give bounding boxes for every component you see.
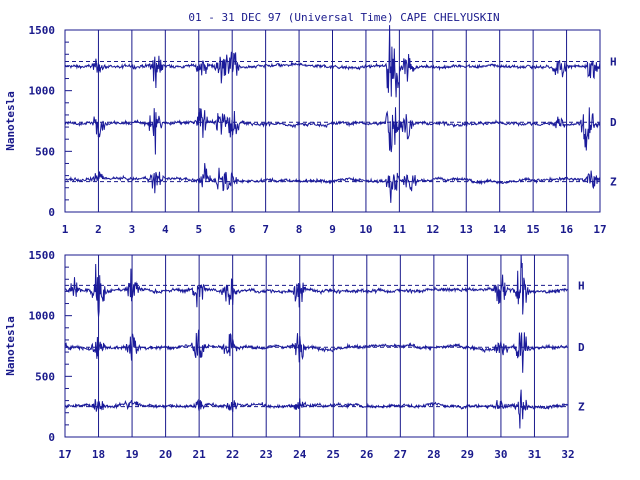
x-tick-label: 7: [262, 223, 269, 236]
x-tick-label: 27: [394, 448, 407, 461]
x-tick-label: 30: [494, 448, 507, 461]
y-tick-label: 1500: [29, 24, 56, 37]
chart-panel-top: 1 2 3 4 5 6 7 8 9 10 11 12 13 14 15 16 17050010001500Nan…: [4, 24, 617, 236]
x-tick-label: 21: [193, 448, 207, 461]
x-tick-label: 17: [58, 448, 71, 461]
x-tick-label: 6: [229, 223, 236, 236]
series-label-h: H: [610, 56, 617, 69]
plot-frame: [64, 254, 569, 438]
y-tick-label: 1000: [29, 85, 56, 98]
x-tick-label: 28: [427, 448, 440, 461]
series-label-z: Z: [578, 401, 585, 414]
x-tick-label: 24: [293, 448, 307, 461]
x-tick-label: 12: [426, 223, 439, 236]
x-tick-label: 18: [92, 448, 105, 461]
trace-d: [64, 329, 569, 373]
series-label-h: H: [578, 279, 585, 292]
trace-z: [64, 163, 601, 203]
x-tick-label: 14: [493, 223, 507, 236]
x-tick-label: 29: [461, 448, 474, 461]
series-label-d: D: [610, 116, 617, 129]
x-tick-label: 8: [296, 223, 303, 236]
series-label-d: D: [578, 341, 585, 354]
x-tick-label: 10: [359, 223, 372, 236]
x-tick-label: 32: [561, 448, 574, 461]
x-tick-label: 19: [125, 448, 138, 461]
x-tick-label: 22: [226, 448, 239, 461]
x-tick-label: 31: [528, 448, 542, 461]
y-axis-label: Nanotesla: [4, 316, 17, 376]
y-tick-label: 0: [48, 206, 55, 219]
x-tick-label: 23: [260, 448, 273, 461]
y-tick-label: 1500: [29, 249, 56, 262]
x-tick-label: 5: [195, 223, 202, 236]
chart-panel-bottom: 17 18 19 20 21 22 23 24 25 26 27 28 29 30 31 32 0 500 1000…: [4, 249, 585, 461]
x-tick-label: 4: [162, 223, 169, 236]
x-tick-label: 16: [560, 223, 574, 236]
x-tick-label: 9: [329, 223, 336, 236]
chart-title: 01 - 31 DEC 97 (Universal Time) CAPE CHE…: [188, 11, 499, 24]
x-tick-label: 26: [360, 448, 374, 461]
x-tick-label: 20: [159, 448, 172, 461]
y-tick-label: 1000: [29, 310, 56, 323]
x-tick-label: 13: [460, 223, 473, 236]
x-tick-label: 17: [593, 223, 606, 236]
series-label-z: Z: [610, 176, 617, 189]
x-tick-label: 1: [62, 223, 69, 236]
x-tick-label: 25: [327, 448, 340, 461]
trace-z: [64, 389, 569, 429]
x-tick-label: 15: [527, 223, 540, 236]
x-tick-label: 2: [95, 223, 102, 236]
x-tick-label: 3: [129, 223, 136, 236]
trace-d: [64, 107, 601, 155]
y-tick-label: 500: [35, 145, 55, 158]
y-tick-label: 500: [35, 370, 55, 383]
y-axis-label: Nanotesla: [4, 91, 17, 151]
y-tick-label: 0: [48, 431, 55, 444]
x-tick-label: 11: [393, 223, 407, 236]
trace-h: [64, 254, 569, 318]
trace-h: [64, 25, 601, 98]
